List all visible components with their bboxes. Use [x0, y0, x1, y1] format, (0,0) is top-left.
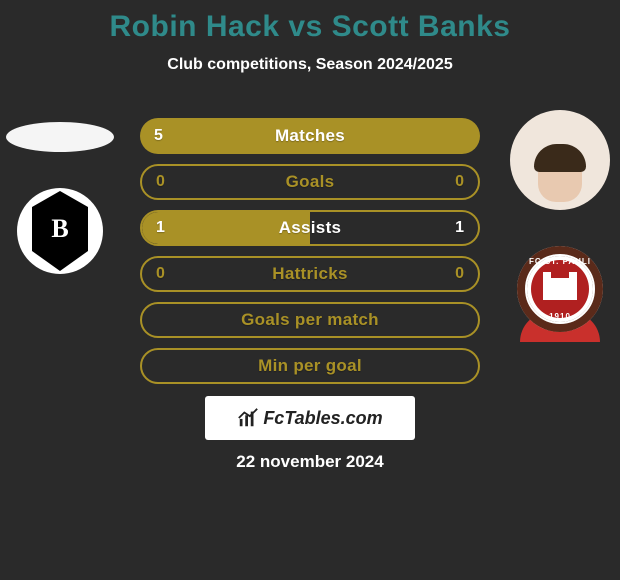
- stat-value-left: 1: [156, 219, 165, 237]
- stat-value-left: 0: [156, 173, 165, 191]
- stat-value-right: 1: [455, 219, 464, 237]
- stat-bar: 1 1 Assists: [140, 210, 480, 246]
- club-badge-right-top-text: FC ST. PAULI: [527, 257, 593, 266]
- stat-label: Assists: [279, 218, 342, 238]
- stat-value-right: 0: [455, 173, 464, 191]
- brand-badge: FcTables.com: [205, 396, 415, 440]
- stat-bars: 5 Matches 0 0 Goals 1 1 Assists 0 0 Hattricks Goals…: [140, 118, 480, 384]
- left-player-column: B: [0, 110, 120, 274]
- stat-value-right: 0: [455, 265, 464, 283]
- stat-label: Matches: [275, 126, 345, 146]
- comparison-card: Robin Hack vs Scott Banks Club competiti…: [0, 0, 620, 580]
- club-badge-left-shield: B: [32, 191, 88, 271]
- right-player-column: FC ST. PAULI 1910: [500, 110, 620, 332]
- footer-date: 22 november 2024: [0, 452, 620, 472]
- club-badge-left: B: [17, 188, 103, 274]
- stat-bar: 5 Matches: [140, 118, 480, 154]
- avatar-hair-icon: [534, 144, 586, 172]
- club-badge-right-bottom-text: 1910: [527, 312, 593, 321]
- page-title: Robin Hack vs Scott Banks: [0, 0, 620, 44]
- stat-label: Min per goal: [258, 356, 362, 376]
- brand-text: FcTables.com: [263, 408, 382, 429]
- stat-bar: Goals per match: [140, 302, 480, 338]
- stat-bar: 0 0 Hattricks: [140, 256, 480, 292]
- stat-bar: 0 0 Goals: [140, 164, 480, 200]
- stat-label: Hattricks: [272, 264, 347, 284]
- stat-label: Goals per match: [241, 310, 379, 330]
- stat-value-left: 0: [156, 265, 165, 283]
- stat-label: Goals: [286, 172, 335, 192]
- club-badge-right-ring: FC ST. PAULI 1910: [517, 246, 603, 332]
- club-badge-right: FC ST. PAULI 1910: [517, 246, 603, 332]
- chart-icon: [237, 407, 259, 429]
- title-text: Robin Hack vs Scott Banks: [110, 10, 511, 43]
- avatar-head-icon: [538, 150, 582, 202]
- subtitle: Club competitions, Season 2024/2025: [0, 56, 620, 74]
- player-avatar-right: [510, 110, 610, 210]
- club-badge-left-letter: B: [51, 214, 68, 244]
- stat-bar: Min per goal: [140, 348, 480, 384]
- player-avatar-left: [6, 122, 114, 152]
- stat-value-left: 5: [154, 127, 163, 145]
